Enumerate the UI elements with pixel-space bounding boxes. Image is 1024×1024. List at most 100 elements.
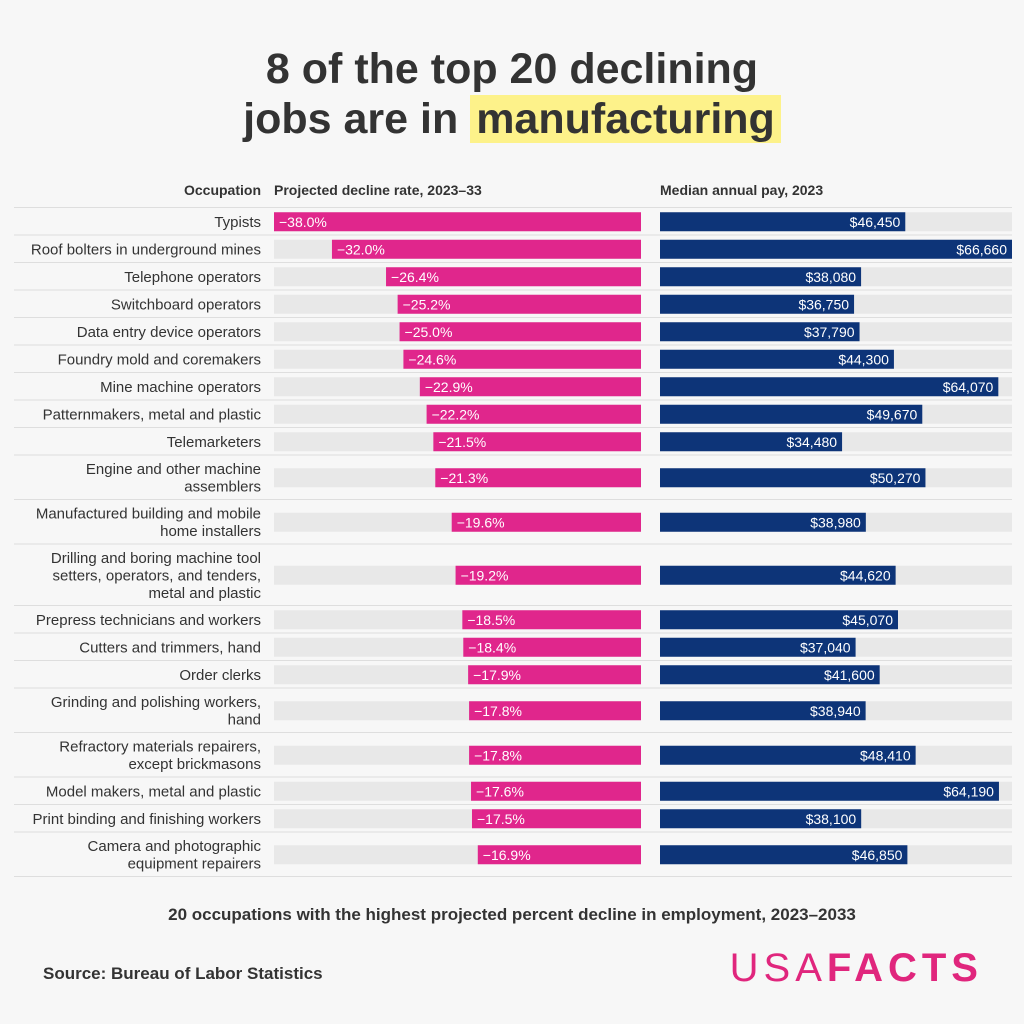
- chart-title: 8 of the top 20 declining jobs are in ma…: [0, 44, 1024, 144]
- category-label: Grinding and polishing workers, hand: [51, 694, 261, 729]
- category-label: Engine and other machine assemblers: [86, 461, 261, 496]
- category-label: Model makers, metal and plastic: [46, 783, 262, 800]
- category-label: Camera and photographic equipment repaire…: [88, 838, 262, 873]
- pay-value-label: $34,480: [786, 434, 837, 450]
- decline-value-label: −21.3%: [440, 470, 488, 486]
- title-highlight: manufacturing: [470, 95, 781, 143]
- decline-bar: [469, 745, 641, 765]
- title-line-2-prefix: jobs are in: [243, 95, 471, 143]
- decline-bar: [403, 349, 641, 369]
- decline-bar: [397, 294, 641, 314]
- pay-bar: [660, 809, 862, 829]
- pay-value-label: $38,100: [806, 811, 857, 827]
- usafacts-logo: USAFACTS: [729, 946, 983, 990]
- category-label: Patternmakers, metal and plastic: [43, 406, 262, 423]
- category-label: Roof bolters in underground mines: [31, 241, 261, 258]
- header-occupation: Occupation: [184, 182, 261, 198]
- category-label: Order clerks: [179, 667, 261, 684]
- pay-bar: [660, 637, 856, 657]
- decline-bar: [419, 377, 641, 397]
- decline-bar: [469, 701, 641, 721]
- category-label: Refractory materials repairers, except br…: [59, 739, 261, 774]
- decline-value-label: −16.9%: [483, 847, 531, 863]
- pay-bar: [660, 349, 894, 369]
- decline-value-label: −17.9%: [473, 667, 521, 683]
- decline-bar: [331, 239, 641, 259]
- category-label: Manufactured building and mobile home ins…: [36, 506, 261, 541]
- decline-bar: [471, 809, 641, 829]
- decline-bar: [462, 610, 641, 630]
- pay-bar: [660, 845, 908, 865]
- pay-value-label: $46,850: [852, 847, 903, 863]
- pay-value-label: $38,080: [805, 269, 856, 285]
- pay-value-label: $44,620: [840, 567, 891, 583]
- title-line-1: 8 of the top 20 declining: [265, 45, 759, 93]
- decline-bar: [463, 637, 641, 657]
- decline-value-label: −17.5%: [477, 811, 525, 827]
- pay-bar: [660, 239, 1012, 259]
- decline-value-label: −21.5%: [438, 434, 486, 450]
- category-label: Print binding and finishing workers: [33, 811, 261, 828]
- decline-value-label: −18.4%: [468, 639, 516, 655]
- header-pay: Median annual pay, 2023: [660, 182, 823, 198]
- source-note: Source: Bureau of Labor Statistics: [43, 964, 323, 983]
- category-label: Typists: [214, 214, 261, 231]
- pay-bar: [660, 404, 923, 424]
- pay-bar: [660, 294, 855, 314]
- pay-value-label: $37,040: [800, 639, 851, 655]
- decline-value-label: −25.0%: [405, 324, 453, 340]
- pay-bar: [660, 267, 862, 287]
- decline-bar: [455, 565, 641, 585]
- category-label: Data entry device operators: [77, 324, 261, 341]
- decline-bar: [386, 267, 641, 287]
- decline-value-label: −22.9%: [425, 379, 473, 395]
- decline-bar: [471, 781, 641, 801]
- pay-value-label: $50,270: [870, 470, 921, 486]
- decline-bar: [477, 845, 641, 865]
- decline-bar: [274, 212, 641, 232]
- decline-value-label: −22.2%: [432, 406, 480, 422]
- category-label: Telemarketers: [167, 434, 261, 451]
- pay-bar: [660, 781, 999, 801]
- decline-value-label: −26.4%: [391, 269, 439, 285]
- decline-value-label: −19.6%: [457, 514, 505, 530]
- category-label: Drilling and boring machine tool setters,…: [51, 550, 262, 602]
- decline-bar: [399, 322, 641, 342]
- pay-value-label: $66,660: [956, 241, 1007, 257]
- pay-value-label: $38,980: [810, 514, 861, 530]
- decline-value-label: −24.6%: [408, 351, 456, 367]
- decline-bar: [426, 404, 641, 424]
- decline-value-label: −18.5%: [467, 612, 515, 628]
- pay-bar: [660, 432, 843, 452]
- pay-value-label: $64,070: [943, 379, 994, 395]
- pay-value-label: $37,790: [804, 324, 855, 340]
- decline-bar: [468, 665, 641, 685]
- pay-value-label: $36,750: [798, 296, 849, 312]
- category-label: Switchboard operators: [111, 296, 261, 313]
- category-label: Telephone operators: [124, 269, 261, 286]
- pay-value-label: $41,600: [824, 667, 875, 683]
- decline-value-label: −19.2%: [461, 567, 509, 583]
- decline-value-label: −38.0%: [279, 214, 327, 230]
- pay-bar: [660, 665, 880, 685]
- pay-value-label: $48,410: [860, 747, 911, 763]
- pay-value-label: $38,940: [810, 703, 861, 719]
- pay-bar: [660, 745, 916, 765]
- pay-value-label: $45,070: [842, 612, 893, 628]
- pay-bar: [660, 565, 896, 585]
- decline-value-label: −17.6%: [476, 783, 524, 799]
- pay-bar: [660, 468, 926, 488]
- decline-value-label: −17.8%: [474, 747, 522, 763]
- pay-bar: [660, 377, 999, 397]
- decline-value-label: −32.0%: [337, 241, 385, 257]
- pay-value-label: $46,450: [850, 214, 901, 230]
- pay-bar: [660, 610, 898, 630]
- pay-bar: [660, 212, 906, 232]
- category-label: Cutters and trimmers, hand: [79, 639, 261, 656]
- decline-bar: [435, 468, 641, 488]
- decline-value-label: −17.8%: [474, 703, 522, 719]
- pay-value-label: $49,670: [867, 406, 918, 422]
- pay-bar: [660, 512, 866, 532]
- pay-value-label: $64,190: [943, 783, 994, 799]
